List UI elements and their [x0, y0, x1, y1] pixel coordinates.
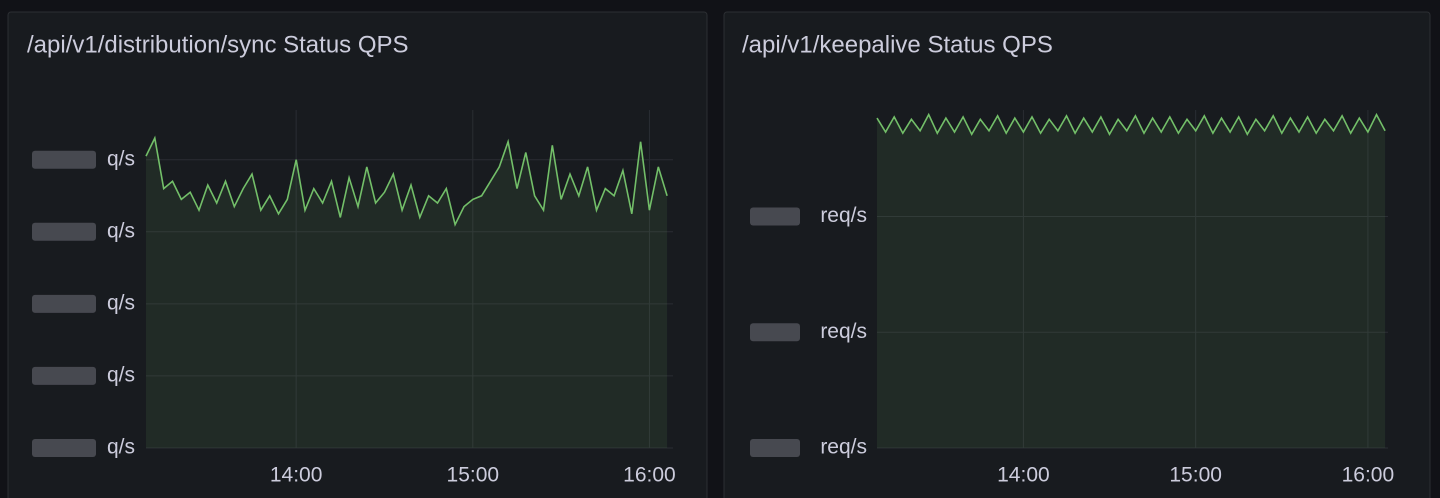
panel-title: /api/v1/keepalive Status QPS — [742, 31, 1053, 58]
panel-title: /api/v1/distribution/sync Status QPS — [27, 31, 409, 58]
y-tick-label: q/s — [107, 436, 135, 459]
y-tick-label: q/s — [107, 363, 135, 386]
x-tick-label: 14:00 — [270, 464, 323, 487]
redacted-label — [32, 366, 96, 385]
redacted-label — [750, 439, 800, 457]
redacted-label — [750, 207, 800, 226]
x-tick-label: 16:00 — [1342, 464, 1395, 487]
panel — [7, 11, 708, 498]
x-tick-label: 15:00 — [447, 464, 500, 487]
y-tick-label: q/s — [107, 291, 135, 314]
x-tick-label: 15:00 — [1169, 464, 1222, 487]
x-tick-label: 16:00 — [623, 464, 676, 487]
redacted-label — [32, 439, 96, 457]
panel — [723, 11, 1431, 498]
series-line — [145, 135, 668, 227]
y-tick-label: req/s — [820, 204, 867, 227]
y-tick-label: req/s — [820, 320, 867, 343]
redacted-label — [32, 294, 96, 313]
redacted-label — [32, 222, 96, 241]
area-fill — [877, 114, 1386, 448]
y-tick-label: req/s — [820, 436, 867, 459]
y-tick-label: q/s — [107, 219, 135, 242]
x-tick-label: 14:00 — [997, 464, 1050, 487]
area-fill — [146, 138, 668, 448]
redacted-label — [32, 150, 96, 169]
redacted-label — [750, 323, 800, 342]
series-line — [876, 112, 1386, 136]
y-tick-label: q/s — [107, 147, 135, 170]
